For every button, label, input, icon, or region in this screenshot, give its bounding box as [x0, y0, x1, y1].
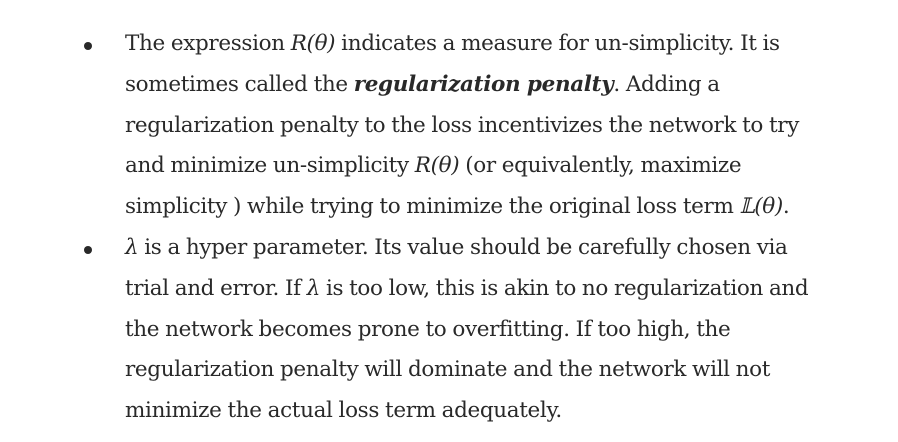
text-line: the network becomes prone to overfitting…: [125, 310, 838, 351]
math-expression: R(θ): [290, 31, 336, 56]
text-run: .: [782, 194, 790, 220]
text-run: regularization penalty to the loss incen…: [125, 112, 799, 138]
text-run: and minimize un-simplicity: [125, 153, 415, 179]
text-run: indicates a measure for un-simplicity. I…: [335, 31, 780, 56]
text-line: regularization penalty to the loss incen…: [125, 106, 838, 147]
bullet-list: The expression R(θ) indicates a measure …: [0, 24, 898, 432]
math-expression: λ: [125, 234, 139, 260]
text-line: regularization penalty will dominate and…: [125, 350, 838, 391]
text-run: trial and error. If: [125, 275, 307, 301]
bullet-item: The expression R(θ) indicates a measure …: [0, 24, 898, 228]
text-run: regularization penalty will dominate and…: [125, 357, 771, 383]
text-run: simplicity ) while trying to minimize th…: [125, 194, 740, 220]
text-run: minimize the actual loss term adequately…: [125, 398, 562, 424]
emphasized-term: regularization penalty: [353, 71, 614, 97]
text-run: the network becomes prone to overfitting…: [125, 316, 731, 342]
math-expression: 𝕃(θ): [739, 194, 783, 220]
bullet-dot-icon: [84, 245, 92, 254]
text-line: The expression R(θ) indicates a measure …: [125, 24, 838, 65]
text-run: sometimes called the: [125, 71, 354, 97]
text-run: is a hyper parameter. Its value should b…: [138, 234, 788, 260]
document-body: The expression R(θ) indicates a measure …: [0, 24, 898, 432]
text-run: . Adding a: [613, 71, 720, 97]
text-run: (or equivalently, maximize: [459, 153, 742, 179]
text-line: λ is a hyper parameter. Its value should…: [125, 228, 838, 269]
text-run: The expression: [125, 31, 291, 56]
text-line: trial and error. If λ is too low, this i…: [125, 269, 838, 310]
text-line: minimize the actual loss term adequately…: [125, 391, 838, 432]
math-expression: λ: [306, 275, 321, 301]
math-expression: R(θ): [414, 153, 460, 179]
bullet-dot-icon: [84, 42, 92, 50]
text-line: sometimes called the regularization pena…: [125, 65, 838, 106]
text-line: simplicity ) while trying to minimize th…: [125, 187, 838, 228]
bullet-item: λ is a hyper parameter. Its value should…: [0, 228, 898, 432]
text-line: and minimize un-simplicity R(θ) (or equi…: [125, 146, 838, 187]
text-run: is too low, this is akin to no regulariz…: [319, 275, 809, 301]
